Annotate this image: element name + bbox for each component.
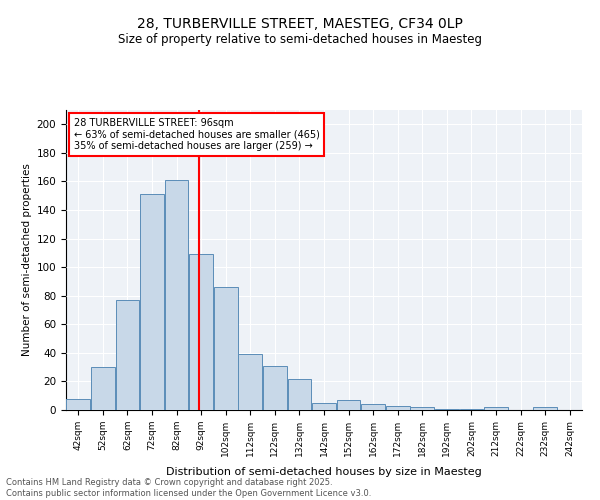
Bar: [460, 408, 484, 410]
Bar: [337, 400, 361, 410]
Bar: [189, 254, 213, 410]
Bar: [140, 194, 164, 410]
Text: Contains HM Land Registry data © Crown copyright and database right 2025.
Contai: Contains HM Land Registry data © Crown c…: [6, 478, 371, 498]
Bar: [164, 180, 188, 410]
Bar: [312, 403, 336, 410]
Bar: [263, 366, 287, 410]
Bar: [484, 407, 508, 410]
Text: Size of property relative to semi-detached houses in Maesteg: Size of property relative to semi-detach…: [118, 32, 482, 46]
X-axis label: Distribution of semi-detached houses by size in Maesteg: Distribution of semi-detached houses by …: [166, 467, 482, 477]
Y-axis label: Number of semi-detached properties: Number of semi-detached properties: [22, 164, 32, 356]
Bar: [67, 398, 90, 410]
Bar: [386, 406, 410, 410]
Text: 28 TURBERVILLE STREET: 96sqm
← 63% of semi-detached houses are smaller (465)
35%: 28 TURBERVILLE STREET: 96sqm ← 63% of se…: [74, 118, 320, 150]
Bar: [116, 300, 139, 410]
Bar: [410, 407, 434, 410]
Bar: [361, 404, 385, 410]
Bar: [287, 378, 311, 410]
Text: 28, TURBERVILLE STREET, MAESTEG, CF34 0LP: 28, TURBERVILLE STREET, MAESTEG, CF34 0L…: [137, 18, 463, 32]
Bar: [91, 367, 115, 410]
Bar: [238, 354, 262, 410]
Bar: [435, 408, 459, 410]
Bar: [533, 407, 557, 410]
Bar: [214, 287, 238, 410]
